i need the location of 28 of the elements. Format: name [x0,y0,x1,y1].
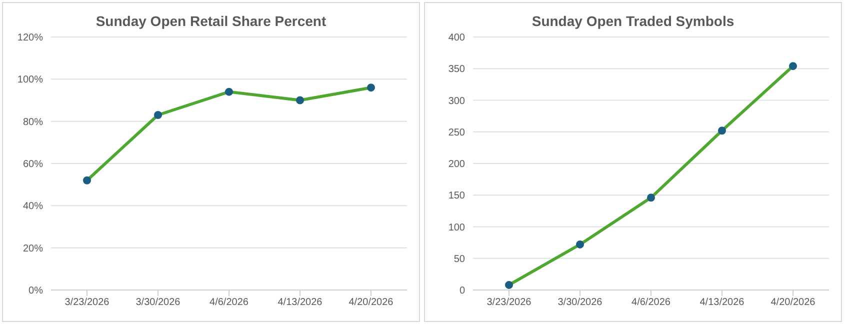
y-tick-label: 350 [448,64,466,76]
x-tick-label: 3/30/2026 [558,297,603,308]
y-tick-label: 250 [448,127,466,138]
y-tick-label: 20% [22,243,44,254]
x-tick-label: 3/30/2026 [136,297,181,308]
y-tick-label: 0% [28,286,44,297]
y-tick-label: 120% [17,32,44,44]
y-tick-label: 0 [459,286,466,297]
x-tick-label: 3/23/2026 [486,297,532,308]
x-tick-label: 4/13/2026 [278,297,323,308]
x-tick-label: 4/20/2026 [770,297,816,308]
y-tick-label: 60% [22,159,44,170]
chart-title: Sunday Open Traded Symbols [530,13,736,29]
y-tick-label: 200 [448,159,466,170]
y-tick-label: 80% [22,116,44,128]
x-tick-label: 4/20/2026 [348,297,394,308]
y-tick-label: 150 [448,190,466,202]
x-tick-label: 4/13/2026 [700,297,745,308]
chart-title: Sunday Open Retail Share Percent [94,13,328,29]
x-tick-label: 4/6/2026 [632,297,671,308]
y-tick-label: 300 [448,96,466,107]
y-tick-label: 100% [17,74,44,86]
x-tick-label: 3/23/2026 [64,297,110,308]
y-tick-label: 400 [448,32,466,44]
y-tick-label: 40% [22,201,44,212]
y-tick-label: 50 [454,254,466,265]
x-tick-label: 4/6/2026 [210,297,249,308]
y-tick-label: 100 [448,222,466,234]
